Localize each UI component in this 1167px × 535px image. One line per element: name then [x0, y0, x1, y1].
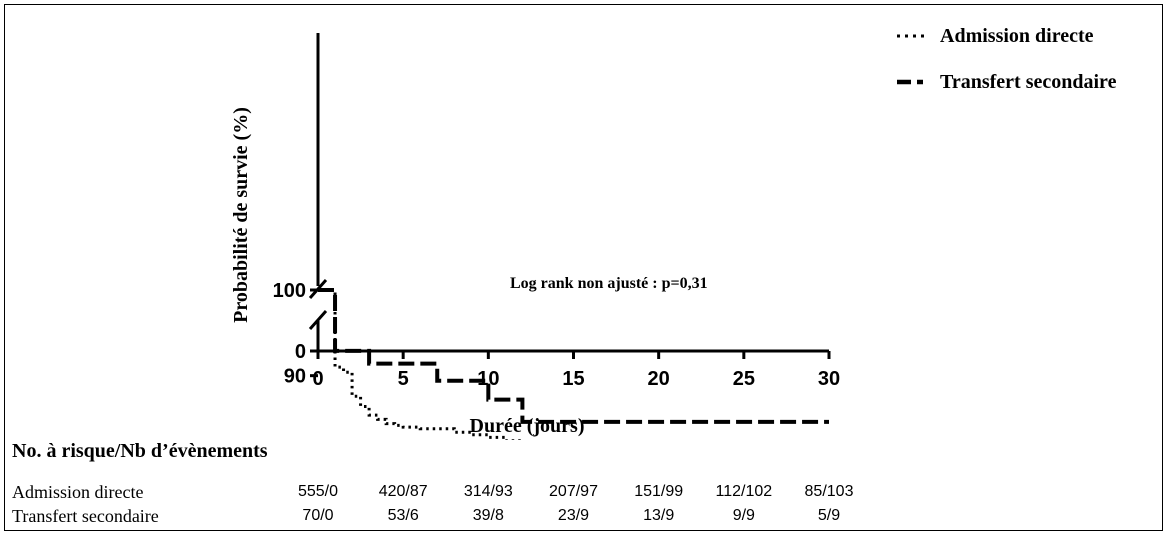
- risk-cell: 314/93: [463, 483, 513, 500]
- y-tick-label: 90: [284, 366, 306, 388]
- x-tick-label: 25: [733, 368, 755, 390]
- y-tick-label: 100: [273, 280, 306, 302]
- risk-cell: 9/9: [732, 507, 755, 524]
- x-tick-label: 10: [477, 368, 499, 390]
- risk-cell: 207/97: [549, 483, 598, 500]
- x-tick-label: 20: [648, 368, 670, 390]
- survival-chart: 1009080700051015202530 Probabilité de su…: [230, 25, 1117, 440]
- legend-label-admission-directe: Admission directe: [940, 25, 1094, 47]
- figure-frame: [4, 4, 1163, 531]
- y-tick-label: 0: [295, 341, 306, 363]
- x-axis-label: Durée (jours): [470, 415, 585, 437]
- risk-cell: 53/6: [387, 507, 419, 524]
- risk-table-title: No. à risque/Nb d’évènements: [12, 440, 268, 462]
- risk-cell: 70/0: [302, 507, 334, 524]
- risk-cell: 39/8: [472, 507, 504, 524]
- logrank-annotation: Log rank non ajusté : p=0,31: [510, 275, 708, 292]
- risk-cell: 23/9: [557, 507, 590, 524]
- risk-cell: 112/102: [715, 483, 773, 500]
- x-tick-label: 5: [398, 368, 409, 390]
- y-axis-label: Probabilité de survie (%): [230, 107, 252, 323]
- risk-table-row: Transfert secondaire 70/0 53/6 39/8 23/9 13/9…: [0, 506, 1167, 528]
- risk-row-label: Admission directe: [12, 482, 144, 502]
- legend-label-transfert-secondaire: Transfert secondaire: [940, 71, 1117, 93]
- x-tick-label: 15: [562, 368, 584, 390]
- risk-table-row: Admission directe 555/0 420/87 314/93 207/97…: [0, 482, 1167, 504]
- risk-cell: 5/9: [817, 507, 841, 524]
- legend: Admission directe Transfert secondaire: [897, 25, 1117, 93]
- legend-item-admission-directe: Admission directe: [897, 25, 1094, 47]
- x-tick-label: 30: [818, 368, 840, 390]
- risk-cell: 555/0: [297, 483, 339, 500]
- plot-area: 1009080700051015202530: [273, 33, 840, 440]
- risk-cell: 151/99: [634, 483, 684, 500]
- risk-cell: 420/87: [378, 483, 428, 500]
- series-line-transfert-secondaire: [318, 288, 829, 424]
- x-tick-label: 0: [312, 368, 323, 390]
- risk-row-label: Transfert secondaire: [12, 506, 159, 526]
- risk-cell: 13/9: [643, 507, 675, 524]
- y-axis-break-mark-lower: [308, 310, 328, 330]
- legend-item-transfert-secondaire: Transfert secondaire: [897, 71, 1117, 93]
- risk-cell: 85/103: [804, 483, 854, 500]
